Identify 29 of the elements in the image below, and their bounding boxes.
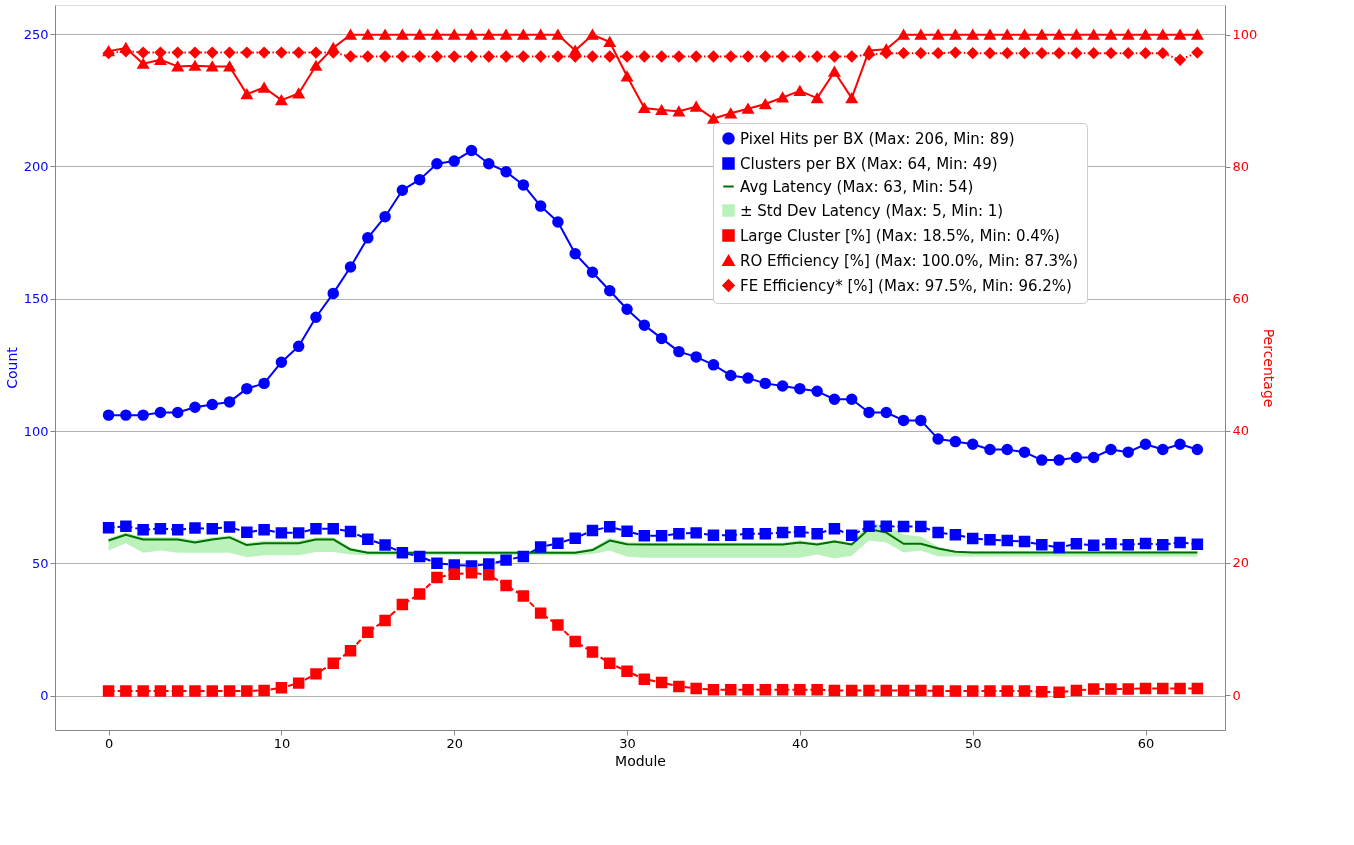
x-tick-label: 60 (1137, 735, 1155, 751)
x-tick-label: 50 (964, 735, 982, 751)
y2-axis-title: Percentage (1261, 328, 1278, 408)
y2-tick-label: 20 (1232, 555, 1250, 571)
x-axis-title: Module (615, 752, 666, 769)
y-axis-title: Count (3, 346, 20, 389)
y2-tick-label: 80 (1232, 159, 1250, 175)
y-tick-label: 50 (31, 555, 49, 571)
y-tick-label: 100 (23, 423, 49, 439)
x-tick-label: 40 (792, 735, 809, 751)
x-tick-label: 20 (446, 735, 463, 751)
legend-label: FE Efficiency* [%] (Max: 97.5%, Min: 96.2%) (740, 276, 1072, 295)
x-tick-label: 10 (273, 735, 291, 751)
y2-tick-label: 40 (1232, 423, 1250, 439)
legend-label: RO Efficiency [%] (Max: 100.0%, Min: 87.3%) (740, 251, 1079, 270)
legend-label: ± Std Dev Latency (Max: 5, Min: 1) (740, 201, 1004, 220)
y2-tick-label: 60 (1232, 291, 1250, 307)
y2-tick-label: 100 (1232, 27, 1258, 43)
y-tick-label: 200 (23, 158, 49, 174)
y-tick-label: 0 (40, 688, 49, 704)
x-tick-label: 30 (619, 735, 636, 751)
legend-label: Large Cluster [%] (Max: 18.5%, Min: 0.4%) (740, 226, 1060, 245)
legend-label: Pixel Hits per BX (Max: 206, Min: 89) (740, 129, 1015, 148)
legend-label: Clusters per BX (Max: 64, Min: 49) (740, 154, 998, 173)
x-tick-label: 0 (104, 735, 114, 751)
y-tick-label: 250 (23, 26, 49, 42)
y2-tick-label: 0 (1232, 687, 1241, 703)
legend-label: Avg Latency (Max: 63, Min: 54) (740, 177, 974, 196)
y-tick-label: 150 (23, 291, 49, 307)
